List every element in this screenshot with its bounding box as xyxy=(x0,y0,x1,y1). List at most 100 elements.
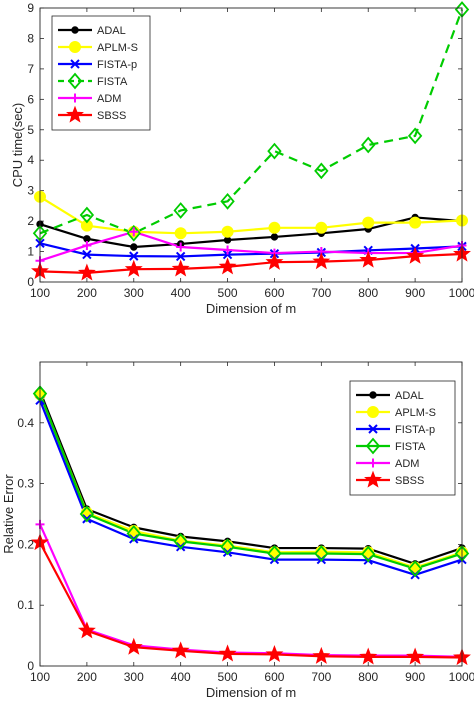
data-point xyxy=(173,202,188,219)
legend-marker-fista xyxy=(365,437,381,455)
y-tick-label: 7 xyxy=(27,62,34,76)
data-point xyxy=(82,514,92,524)
legend: ADAL APLM-S FISTA-p FISTA ADM SBSS xyxy=(51,15,151,131)
legend-marker-adm xyxy=(368,458,378,468)
legend-box xyxy=(51,15,151,131)
data-point xyxy=(173,532,188,550)
y-tick-label: 8 xyxy=(27,31,34,45)
y-tick-label: 0 xyxy=(27,659,34,673)
legend-label-aplm-s: APLM-S xyxy=(97,42,138,54)
y-tick-label: 0 xyxy=(27,275,34,289)
chart-1: 100 200 300 400 500 600 700 800 900 1000 0 1 2 3 4 5 6 7 8… xyxy=(10,1,474,316)
data-point xyxy=(218,644,237,662)
data-point xyxy=(315,221,328,234)
legend-marker-aplm-s xyxy=(69,41,81,53)
data-point xyxy=(221,225,234,238)
data-point xyxy=(270,233,279,241)
x-tick-label: 700 xyxy=(311,670,331,684)
data-point xyxy=(79,505,95,523)
x-tick-label: 800 xyxy=(358,286,378,300)
series-line-fista-p xyxy=(39,242,463,258)
series-line-sbss xyxy=(39,542,463,659)
data-point xyxy=(220,192,235,210)
data-point xyxy=(268,221,281,234)
x-axis-label: Dimension of m xyxy=(206,301,296,316)
data-point xyxy=(124,637,143,655)
data-point xyxy=(124,259,143,277)
data-point xyxy=(79,206,95,224)
x-tick-label: 900 xyxy=(405,286,425,300)
axes-box xyxy=(39,7,463,283)
data-point xyxy=(359,250,378,268)
series-line-fista xyxy=(38,393,463,570)
data-point xyxy=(265,645,284,663)
x-tick-label: 500 xyxy=(218,670,238,684)
x-tick-label: 100 xyxy=(30,286,50,300)
series-line-fista-p xyxy=(38,399,463,576)
x-tick-label: 500 xyxy=(218,286,238,300)
data-point xyxy=(409,216,422,229)
data-point xyxy=(407,127,423,145)
x-tick-label: 100 xyxy=(30,670,50,684)
legend-marker-adal xyxy=(369,391,377,399)
x-tick-label: 300 xyxy=(124,286,144,300)
series-line-sbss xyxy=(39,252,463,274)
y-axis-label: CPU time(sec) xyxy=(10,103,25,188)
y-tick-label: 3 xyxy=(27,184,34,198)
x-tick-label: 200 xyxy=(77,286,97,300)
legend-marker-adal xyxy=(71,26,79,34)
x-tick-label: 400 xyxy=(171,670,191,684)
y-tick-label: 1 xyxy=(27,245,34,259)
data-point xyxy=(176,242,186,252)
x-tick-label: 600 xyxy=(264,286,284,300)
data-point xyxy=(218,257,237,275)
data-point xyxy=(129,227,139,237)
y-tick-label: 0.2 xyxy=(17,537,34,551)
legend-label-sbss: SBSS xyxy=(97,110,126,122)
legend-marker-fista-p xyxy=(368,424,378,434)
data-point xyxy=(407,560,423,578)
data-point xyxy=(265,252,284,270)
series-line-aplm-s xyxy=(39,195,463,235)
y-tick-label: 6 xyxy=(27,92,34,106)
series-markers-aplm-s xyxy=(34,190,468,240)
legend-marker-aplm-s xyxy=(367,406,379,418)
x-tick-label: 400 xyxy=(171,286,191,300)
legend-label-fista-p: FISTA-p xyxy=(97,59,137,71)
x-tick-label: 600 xyxy=(264,670,284,684)
data-point xyxy=(361,136,376,154)
legend-marker-sbss xyxy=(364,470,382,488)
y-tick-label: 0.3 xyxy=(17,477,34,491)
data-point xyxy=(80,219,93,232)
data-point xyxy=(82,240,92,250)
x-tick-label: 1000 xyxy=(449,670,474,684)
data-point xyxy=(174,227,187,240)
legend-label-adal: ADAL xyxy=(97,25,126,37)
legend-box xyxy=(349,380,456,496)
data-point xyxy=(129,251,139,261)
series-line-adal xyxy=(38,390,463,565)
y-tick-label: 5 xyxy=(27,123,34,137)
x-tick-label: 900 xyxy=(405,670,425,684)
legend-label-sbss: SBSS xyxy=(395,475,424,487)
data-point xyxy=(312,252,331,270)
y-tick-label: 0.4 xyxy=(17,416,34,430)
legend-marker-adm xyxy=(70,93,80,103)
legend-label-adal: ADAL xyxy=(395,390,424,402)
y-tick-label: 2 xyxy=(27,214,34,228)
data-point xyxy=(222,249,233,260)
data-point xyxy=(130,243,138,251)
data-point xyxy=(359,647,378,665)
data-point xyxy=(82,249,92,260)
legend: ADAL APLM-S FISTA-p FISTA ADM SBSS xyxy=(349,380,456,496)
data-point xyxy=(406,647,425,665)
series-line-adm xyxy=(38,523,463,658)
data-point xyxy=(267,545,282,562)
data-point xyxy=(362,216,375,229)
data-point xyxy=(126,525,141,542)
data-point xyxy=(175,251,186,262)
axes-box xyxy=(39,361,463,667)
legend-label-aplm-s: APLM-S xyxy=(395,407,436,419)
series-markers-sbss xyxy=(31,244,471,281)
